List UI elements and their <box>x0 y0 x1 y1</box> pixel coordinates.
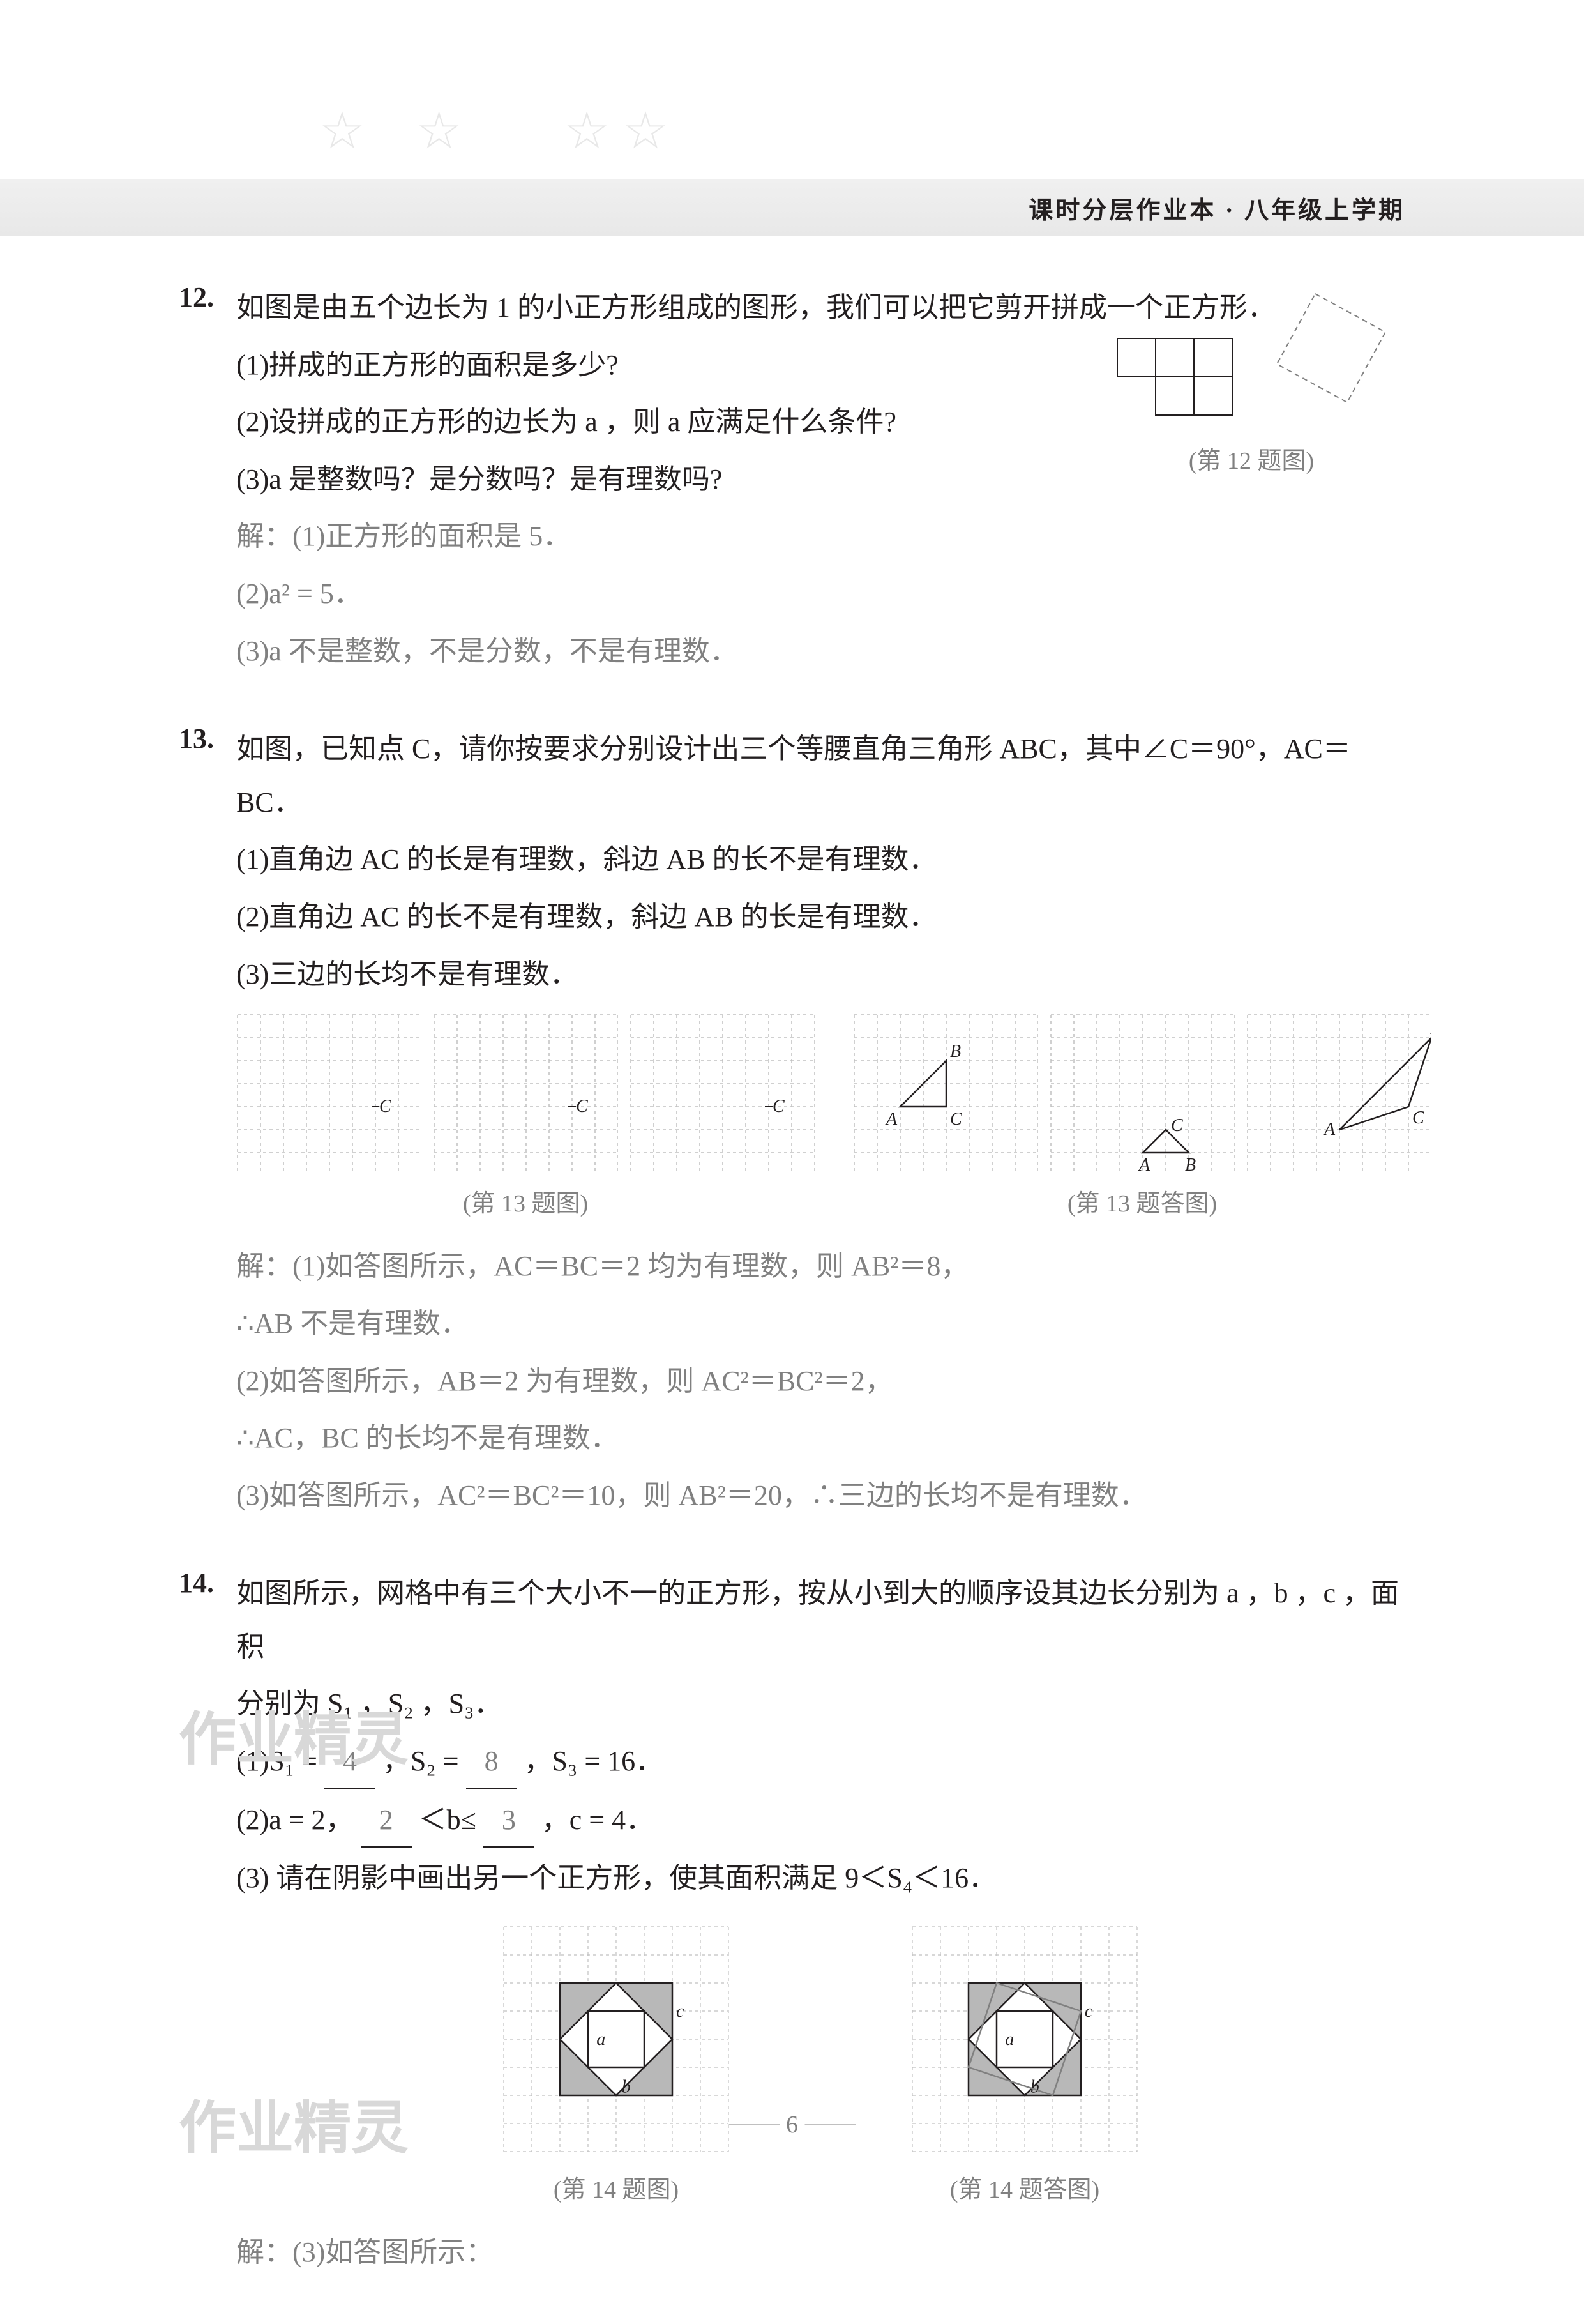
figure-14-ans-caption: (第 14 题答图) <box>950 2167 1099 2213</box>
problem-12: 12. 如图是由五个边长为 1 的小正方形组成的图形，我们可以把它剪开拼成一个正… <box>179 281 1405 678</box>
svg-text:A: A <box>1138 1155 1150 1174</box>
page-header: 课时分层作业本 · 八年级上学期 <box>0 179 1584 236</box>
figure-13-ans-caption: (第 13 题答图) <box>1067 1181 1217 1227</box>
subq-1: (1)S₁ = 4 ，S₂ = 8 ，S₃ = 16． <box>236 1735 1405 1789</box>
problem-number: 12. <box>179 281 214 314</box>
page-number-area: 6 <box>728 2111 856 2139</box>
svg-text:b: b <box>622 2077 631 2097</box>
header-title: 课时分层作业本 · 八年级上学期 <box>1029 190 1405 225</box>
fig-14-a: a b c <box>903 1918 1146 2161</box>
svg-text:C: C <box>773 1097 785 1116</box>
svg-text:c: c <box>676 2001 684 2021</box>
deco-line-right <box>804 2124 856 2125</box>
content-area: 12. 如图是由五个边长为 1 的小正方形组成的图形，我们可以把它剪开拼成一个正… <box>179 281 1405 2324</box>
figure-12: (第 12 题图) <box>1098 268 1405 476</box>
problem-number: 14. <box>179 1567 214 1599</box>
watermark-2: 作业精灵 <box>179 2081 409 2164</box>
svg-text:B: B <box>950 1042 961 1061</box>
figure-13-caption: (第 13 题图) <box>463 1181 588 1227</box>
blank-blo: 2 <box>361 1793 412 1848</box>
svg-text:A: A <box>1323 1120 1336 1139</box>
stem-1: 如图所示，网格中有三个大小不一的正方形，按从小到大的顺序设其边长分别为 a ，b… <box>236 1567 1405 1673</box>
svg-text:b: b <box>1030 2077 1039 2097</box>
figure-14-row: a b c (第 14 题图) a b c (第 14 题答图) <box>236 1918 1405 2213</box>
answer-1: 解：(1)正方形的面积是 5． <box>236 510 1405 563</box>
svg-text:C: C <box>576 1097 588 1116</box>
figure-12-svg <box>1105 268 1398 434</box>
fig-14-q: a b c <box>495 1918 737 2161</box>
svg-text:A: A <box>885 1109 898 1129</box>
grid-a3: A C B <box>1246 1014 1431 1174</box>
svg-text:C: C <box>379 1097 391 1116</box>
subq-2: (2)直角边 AC 的长不是有理数，斜边 AB 的长是有理数． <box>236 890 1405 944</box>
svg-text:C: C <box>950 1109 962 1129</box>
svg-text:C: C <box>1171 1116 1183 1135</box>
answer-3-line: 解：(3)如答图所示： <box>236 2226 1405 2279</box>
blank-bhi: 3 <box>483 1793 534 1848</box>
page-number: 6 <box>786 2111 798 2139</box>
q2-label-c: ，c = 4． <box>541 1804 654 1835</box>
answer-3: (3)a 不是整数，不是分数，不是有理数． <box>236 625 1405 678</box>
stem-text: 如图，已知点 C，请你按要求分别设计出三个等腰直角三角形 ABC，其中∠C＝90… <box>236 722 1405 829</box>
q2-label-b: ＜b≤ <box>419 1804 476 1835</box>
answer-3: (3)如答图所示，AC²＝BC²＝10，则 AB²＝20，∴三边的长均不是有理数… <box>236 1469 1405 1523</box>
svg-text:a: a <box>1005 2030 1014 2049</box>
grid-a1: A C B <box>853 1014 1038 1174</box>
stem-2: 分别为 S₁ ，S₂ ，S₃． <box>236 1677 1405 1731</box>
figure-12-caption: (第 12 题图) <box>1189 441 1314 476</box>
grid-a2: A B C <box>1050 1014 1235 1174</box>
subq-3: (3)三边的长均不是有理数． <box>236 948 1405 1001</box>
subq-2: (2)a = 2， 2 ＜b≤ 3 ，c = 4． <box>236 1793 1405 1848</box>
figure-13-row: C C C (第 13 题图) A C B A B C A C B (第 13 题答图) <box>236 1014 1405 1227</box>
problem-number: 13. <box>179 722 214 755</box>
svg-text:c: c <box>1085 2001 1093 2021</box>
watermark-1: 作业精灵 <box>179 1692 409 1775</box>
grid-q3: C <box>630 1014 815 1174</box>
svg-text:B: B <box>1185 1155 1196 1174</box>
grid-q2: C <box>433 1014 618 1174</box>
answer-2a: (2)如答图所示，AB＝2 为有理数，则 AC²＝BC²＝2， <box>236 1355 1405 1408</box>
subq-1: (1)直角边 AC 的长是有理数，斜边 AB 的长不是有理数． <box>236 833 1405 886</box>
figure-14-caption: (第 14 题图) <box>554 2167 679 2213</box>
q1-label-c: ，S₃ = 16． <box>524 1745 664 1777</box>
svg-text:C: C <box>1412 1108 1424 1128</box>
answer-2: (2)a² = 5． <box>236 567 1405 621</box>
answer-1b: ∴AB 不是有理数． <box>236 1297 1405 1351</box>
grid-q1: C <box>236 1014 421 1174</box>
problem-14: 14. 如图所示，网格中有三个大小不一的正方形，按从小到大的顺序设其边长分别为 … <box>179 1567 1405 2279</box>
problem-13: 13. 如图，已知点 C，请你按要求分别设计出三个等腰直角三角形 ABC，其中∠… <box>179 722 1405 1522</box>
svg-text:a: a <box>596 2030 605 2049</box>
q2-label-a: (2)a = 2， <box>236 1804 354 1835</box>
deco-line-left <box>728 2124 780 2125</box>
blank-s2: 8 <box>466 1735 517 1789</box>
subq-3: (3) 请在阴影中画出另一个正方形，使其面积满足 9＜S₄＜16． <box>236 1851 1405 1905</box>
answer-1a: 解：(1)如答图所示，AC＝BC＝2 均为有理数，则 AB²＝8， <box>236 1240 1405 1293</box>
svg-text:B: B <box>1430 1019 1431 1038</box>
answer-2b: ∴AC，BC 的长均不是有理数． <box>236 1411 1405 1465</box>
